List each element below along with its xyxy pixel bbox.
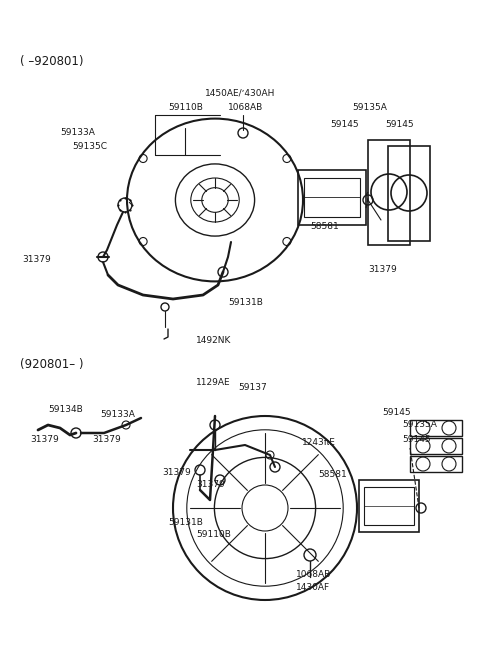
Text: 58581: 58581 xyxy=(310,222,339,231)
Bar xyxy=(304,178,360,217)
Text: 58581: 58581 xyxy=(318,470,347,479)
Text: 1068AB: 1068AB xyxy=(228,103,263,112)
Bar xyxy=(410,438,462,454)
Text: 31379: 31379 xyxy=(196,480,225,489)
Text: 59131B: 59131B xyxy=(168,518,203,527)
Text: 59137: 59137 xyxy=(238,383,267,392)
Text: 59135A: 59135A xyxy=(352,103,387,112)
Text: ( –920801): ( –920801) xyxy=(20,55,84,68)
Text: 31379: 31379 xyxy=(368,265,397,274)
Text: 59131B: 59131B xyxy=(228,298,263,307)
Text: 31379: 31379 xyxy=(22,255,51,264)
Text: 59134B: 59134B xyxy=(48,405,83,414)
Text: 59145: 59145 xyxy=(385,120,414,129)
Text: 1129AE: 1129AE xyxy=(196,378,230,387)
Text: 59135C: 59135C xyxy=(72,142,107,151)
Bar xyxy=(410,456,462,472)
Text: 31379: 31379 xyxy=(162,468,191,477)
Bar xyxy=(368,140,410,245)
Text: 1492NK: 1492NK xyxy=(196,336,231,345)
Text: 59133A: 59133A xyxy=(100,410,135,419)
Text: 59110B: 59110B xyxy=(168,103,203,112)
Text: 1243πE: 1243πE xyxy=(302,438,336,447)
Text: 59145: 59145 xyxy=(382,408,410,417)
Bar xyxy=(359,480,419,532)
Bar xyxy=(410,420,462,436)
Text: 59135A: 59135A xyxy=(402,420,437,429)
Text: 1430AF: 1430AF xyxy=(296,583,330,592)
Text: 59145: 59145 xyxy=(330,120,359,129)
Bar xyxy=(298,170,366,225)
Text: 59110B: 59110B xyxy=(196,530,231,539)
Bar xyxy=(388,146,430,241)
Text: 1068AB: 1068AB xyxy=(296,570,331,579)
Text: 59145: 59145 xyxy=(402,435,431,444)
Text: 31379: 31379 xyxy=(92,435,121,444)
Text: 1450AE/ʼ430AH: 1450AE/ʼ430AH xyxy=(205,88,276,97)
Text: 59133A: 59133A xyxy=(60,128,95,137)
Bar xyxy=(364,487,414,525)
Text: (920801– ): (920801– ) xyxy=(20,358,84,371)
Text: 31379: 31379 xyxy=(30,435,59,444)
